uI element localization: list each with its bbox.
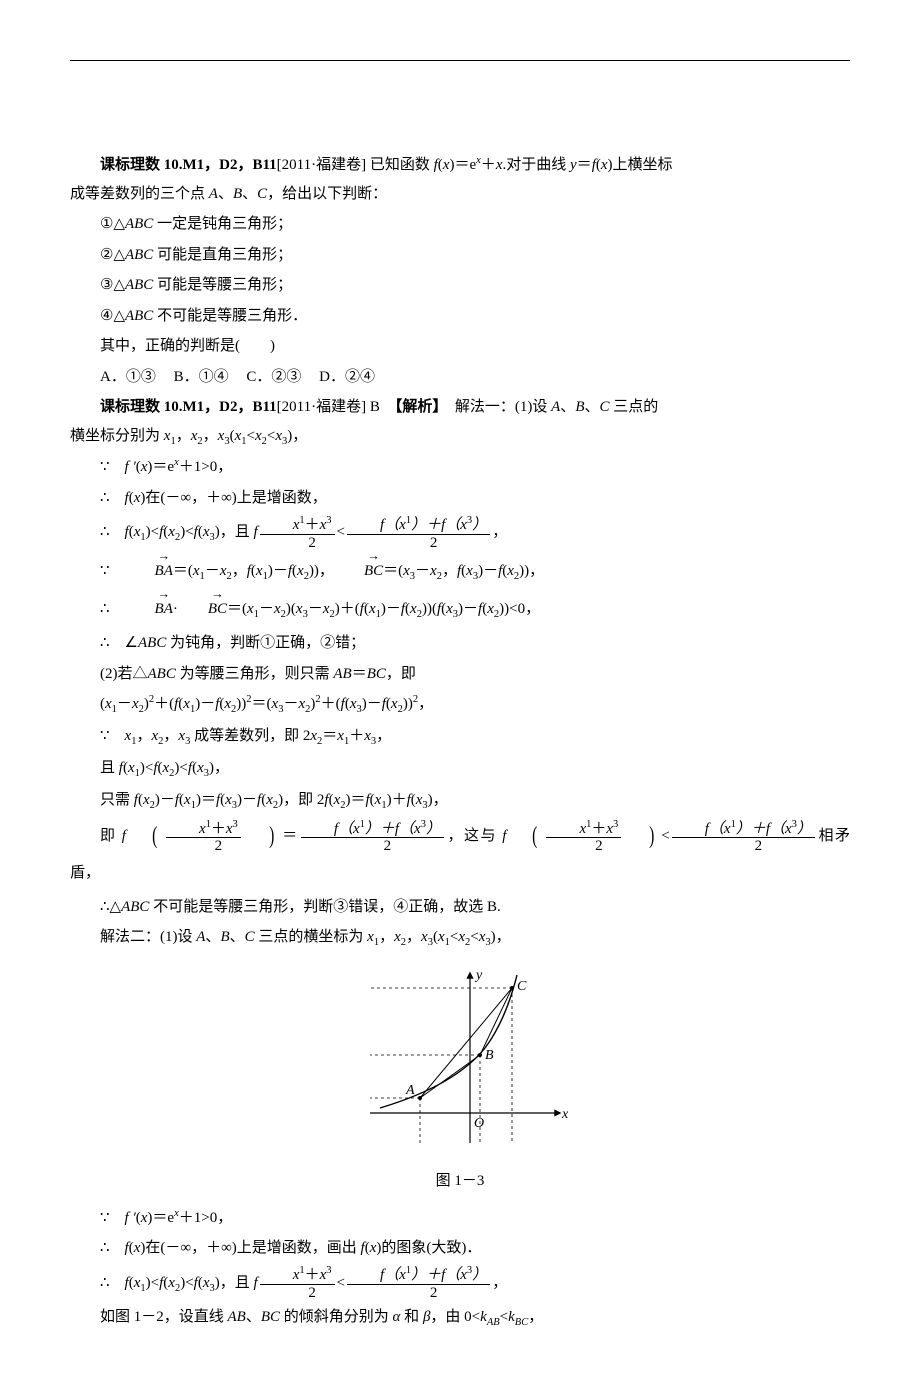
- frac-midpoint-2: x1＋x32: [166, 819, 241, 855]
- question-tag: 课标理数 10.M1，D2，B11: [100, 157, 277, 173]
- line-angle-conclusion: ∴ ∠ABC 为钝角，判断①正确，②错；: [70, 629, 850, 658]
- vec-bc: BC: [334, 553, 383, 589]
- jiexi-label: 【解析】: [395, 399, 440, 415]
- line-fprime-2: ∵ f ′(x)＝ex＋1>0，: [70, 1204, 850, 1233]
- question-stem-line2: 成等差数列的三个点 A、B、C，给出以下判断：: [70, 180, 850, 209]
- svg-text:A: A: [405, 1083, 415, 1098]
- line-arith-prog: ∵ x1，x2，x3 成等差数列，即 2x2＝x1＋x3，: [70, 722, 850, 752]
- frac-avg-f-3: f（x1）＋f（x3）2: [672, 819, 815, 855]
- line-isosceles-setup: (2)若△ABC 为等腰三角形，则只需 AB＝BC，即: [70, 660, 850, 689]
- method2-header: 解法二：(1)设 A、B、C 三点的横坐标为 x1，x2，x3(x1<x2<x3…: [70, 923, 850, 953]
- big-lparen-icon-2: (: [513, 827, 538, 846]
- solution-line-coords: 横坐标分别为 x1，x2，x3(x1<x2<x3)，: [70, 422, 850, 452]
- frac-midpoint: x1＋x32: [260, 515, 335, 551]
- line-increasing: ∴ f(x)在(－∞，＋∞)上是增函数，: [70, 484, 850, 513]
- svg-text:x: x: [561, 1107, 569, 1122]
- big-rparen-icon-2: ): [630, 827, 655, 846]
- choice-b: B．①④: [174, 369, 229, 385]
- stmt-3: ③△ABC 可能是等腰三角形；: [70, 271, 850, 300]
- question-stem-line1: 课标理数 10.M1，D2，B11[2011·福建卷] 已知函数 f(x)＝ex…: [70, 151, 850, 180]
- choice-c: C．②③: [246, 369, 301, 385]
- svg-text:O: O: [474, 1116, 484, 1131]
- svg-text:B: B: [485, 1048, 494, 1063]
- line-ie-contradiction: 即 f(x1＋x32)＝f（x1）＋f（x3）2，这与 f(x1＋x32)<f（…: [70, 818, 850, 891]
- line-order-and-midpoint-2: ∴ f(x1)<f(x2)<f(x3)，且 fx1＋x32<f（x1）＋f（x3…: [70, 1265, 850, 1302]
- line-dotproduct: ∴ BA·BC＝(x1－x2)(x3－x2)＋(f(x1)－f(x2))(f(x…: [70, 591, 850, 627]
- frac-avg-f-2: f（x1）＋f（x3）2: [301, 819, 444, 855]
- big-rparen-icon: ): [249, 827, 274, 846]
- vec-bc-2: BC: [178, 591, 227, 627]
- svg-text:C: C: [517, 979, 527, 994]
- frac-midpoint-3: x1＋x32: [546, 819, 621, 855]
- stmt-4: ④△ABC 不可能是等腰三角形．: [70, 302, 850, 331]
- choices: A．①③ B．①④ C．②③ D．②④: [70, 363, 850, 392]
- top-rule: [70, 60, 850, 61]
- line-fprime: ∵ f ′(x)＝ex＋1>0，: [70, 453, 850, 482]
- line-distance-eq: (x1－x2)2＋(f(x1)－f(x2))2＝(x3－x2)2＋(f(x3)－…: [70, 690, 850, 720]
- big-lparen-icon: (: [133, 827, 158, 846]
- line-need: 只需 f(x2)－f(x1)＝f(x3)－f(x2)，即 2f(x2)＝f(x1…: [70, 786, 850, 816]
- line-slope-angles: 如图 1－2，设直线 AB、BC 的倾斜角分别为 α 和 β，由 0<kAB<k…: [70, 1303, 850, 1333]
- choice-d: D．②④: [319, 369, 375, 385]
- svg-text:y: y: [474, 968, 483, 983]
- solution-tag: 课标理数 10.M1，D2，B11: [100, 399, 277, 415]
- question-ask: 其中，正确的判断是( ): [70, 332, 850, 361]
- figure-svg: y x O A B C: [350, 963, 570, 1163]
- figure-1-3: y x O A B C 图 1－3: [70, 963, 850, 1196]
- line-order-and-midpoint: ∴ f(x1)<f(x2)<f(x3)，且 fx1＋x32<f（x1）＋f（x3…: [70, 514, 850, 551]
- solution-header: 课标理数 10.M1，D2，B11[2011·福建卷] B 【解析】 解法一：(…: [70, 393, 850, 422]
- frac-avg-f-4: f（x1）＋f（x3）2: [347, 1265, 490, 1301]
- line-increasing-2: ∴ f(x)在(－∞，＋∞)上是增函数，画出 f(x)的图象(大致)．: [70, 1234, 850, 1263]
- line-and-order: 且 f(x1)<f(x2)<f(x3)，: [70, 754, 850, 784]
- stmt-2: ②△ABC 可能是直角三角形；: [70, 241, 850, 270]
- vec-ba-2: BA: [125, 591, 173, 627]
- choice-a: A．①③: [100, 369, 156, 385]
- frac-midpoint-4: x1＋x32: [260, 1265, 335, 1301]
- line-final-conclusion: ∴△ABC 不可能是等腰三角形，判断③错误，④正确，故选 B.: [70, 893, 850, 922]
- figure-caption: 图 1－3: [70, 1167, 850, 1196]
- stmt-1: ①△ABC 一定是钝角三角形；: [70, 210, 850, 239]
